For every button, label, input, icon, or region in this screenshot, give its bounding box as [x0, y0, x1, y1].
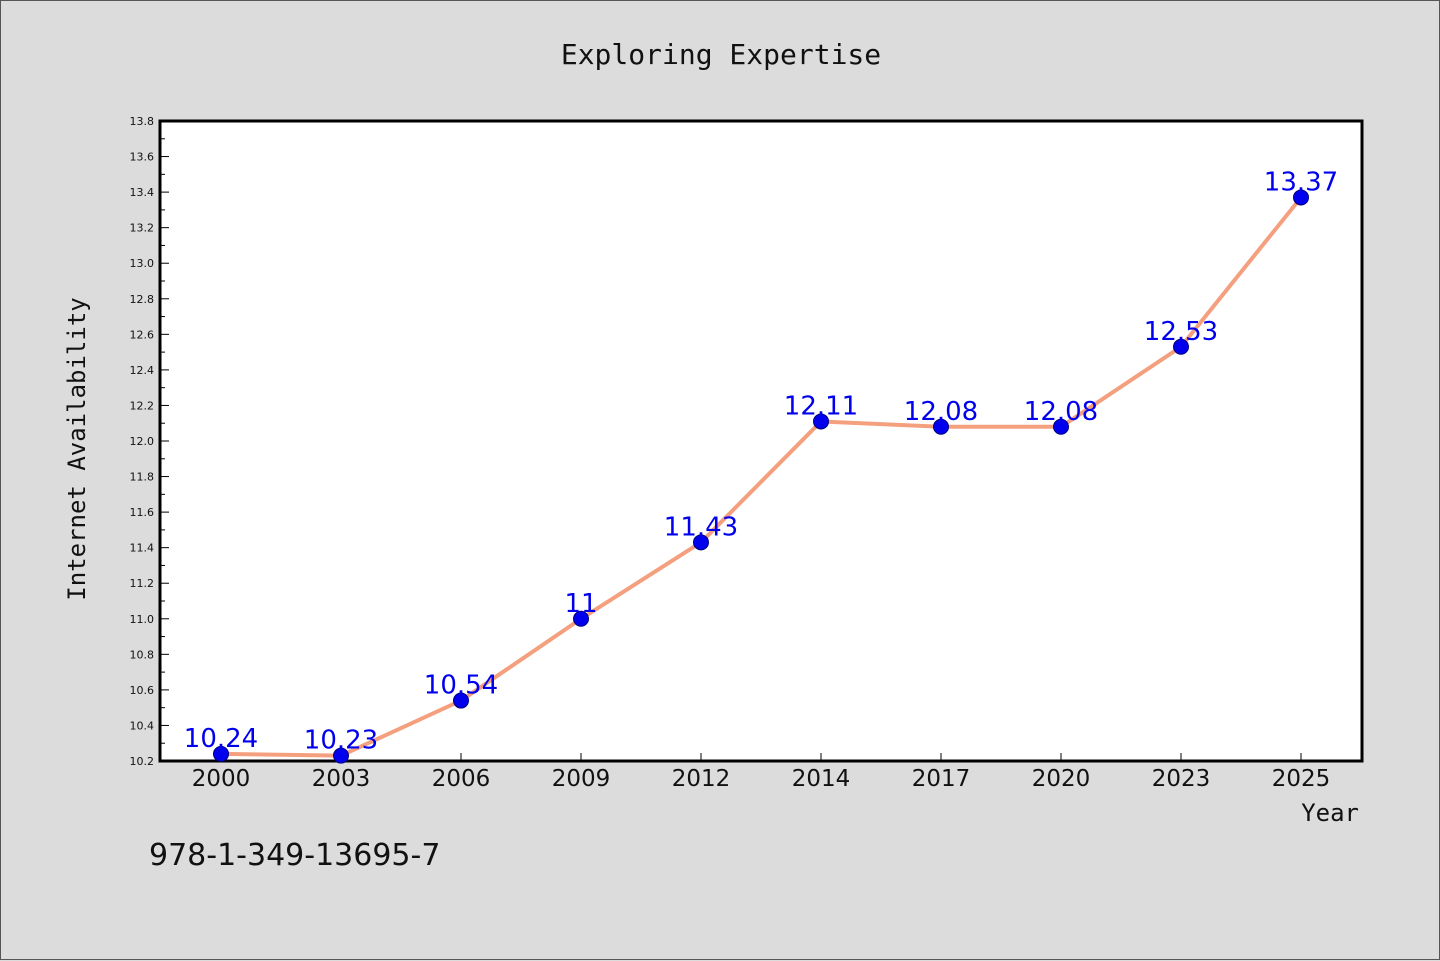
data-label: 11.43: [664, 512, 738, 542]
x-axis-label: Year: [1301, 799, 1359, 827]
y-tick-label: 12.4: [130, 364, 155, 377]
data-label: 13.37: [1264, 167, 1338, 197]
y-tick-label: 11.6: [130, 506, 155, 519]
x-tick-label: 2025: [1272, 766, 1331, 792]
x-tick-label: 2020: [1032, 766, 1091, 792]
y-tick-label: 12.6: [130, 328, 155, 341]
y-tick-label: 11.4: [130, 542, 155, 555]
data-label: 10.54: [424, 671, 498, 701]
x-tick-label: 2000: [192, 766, 251, 792]
y-tick-label: 13.6: [130, 151, 155, 164]
x-axis: 2000 2003 2006 2009 2012 2014 2017 2020 2023 2025: [192, 753, 1331, 792]
data-label: 12.11: [784, 391, 858, 421]
data-label: 12.53: [1144, 317, 1218, 347]
data-point: [693, 534, 709, 551]
data-label: 10.23: [304, 726, 378, 756]
y-tick-label: 11.2: [130, 577, 155, 590]
data-point: [213, 745, 229, 762]
y-tick-label: 12.0: [130, 435, 155, 448]
plot-area: [158, 119, 1364, 763]
data-point: [1293, 189, 1309, 206]
x-tick-label: 2012: [672, 766, 731, 792]
y-tick-label: 13.8: [130, 115, 155, 128]
y-tick-label: 11.0: [130, 613, 155, 626]
data-label: 10.24: [184, 724, 258, 754]
series-line: [219, 195, 1303, 758]
data-point: [1173, 338, 1189, 355]
data-point: [813, 413, 829, 430]
x-tick-label: 2017: [912, 766, 971, 792]
data-point: [453, 692, 469, 709]
y-tick-label: 11.8: [130, 471, 155, 484]
data-point: [333, 747, 349, 764]
x-tick-label: 2014: [792, 766, 851, 792]
y-tick-label: 12.2: [130, 399, 155, 412]
chart-title: Exploring Expertise: [561, 38, 881, 71]
data-label: 11: [564, 589, 597, 619]
y-axis-label: Internet Availability: [63, 297, 91, 600]
y-tick-label: 13.2: [130, 222, 155, 235]
y-tick-label: 13.0: [130, 257, 155, 270]
y-axis: 10.2 10.4 10.6 10.8 11.0 11.2 11.4 11.6 11.8 12.0…: [130, 115, 169, 768]
isbn-text: 978-1-349-13695-7: [149, 838, 440, 873]
y-tick-label: 12.8: [130, 293, 155, 306]
y-tick-label: 10.2: [130, 755, 155, 768]
x-tick-label: 2003: [312, 766, 371, 792]
y-tick-label: 13.4: [130, 186, 155, 199]
y-tick-label: 10.6: [130, 684, 155, 697]
data-point: [933, 418, 949, 435]
series-layer: 10.24 10.23 10.54 11 11.43 12.11 12.08 12.08 12.…: [184, 167, 1338, 764]
data-point: [1053, 418, 1069, 435]
data-label: 12.08: [904, 397, 978, 427]
x-tick-label: 2009: [552, 766, 611, 792]
data-point: [573, 610, 589, 627]
x-tick-label: 2023: [1152, 766, 1211, 792]
y-tick-label: 10.8: [130, 648, 155, 661]
x-tick-label: 2006: [432, 766, 491, 792]
data-label: 12.08: [1024, 397, 1098, 427]
y-tick-label: 10.4: [130, 719, 155, 732]
